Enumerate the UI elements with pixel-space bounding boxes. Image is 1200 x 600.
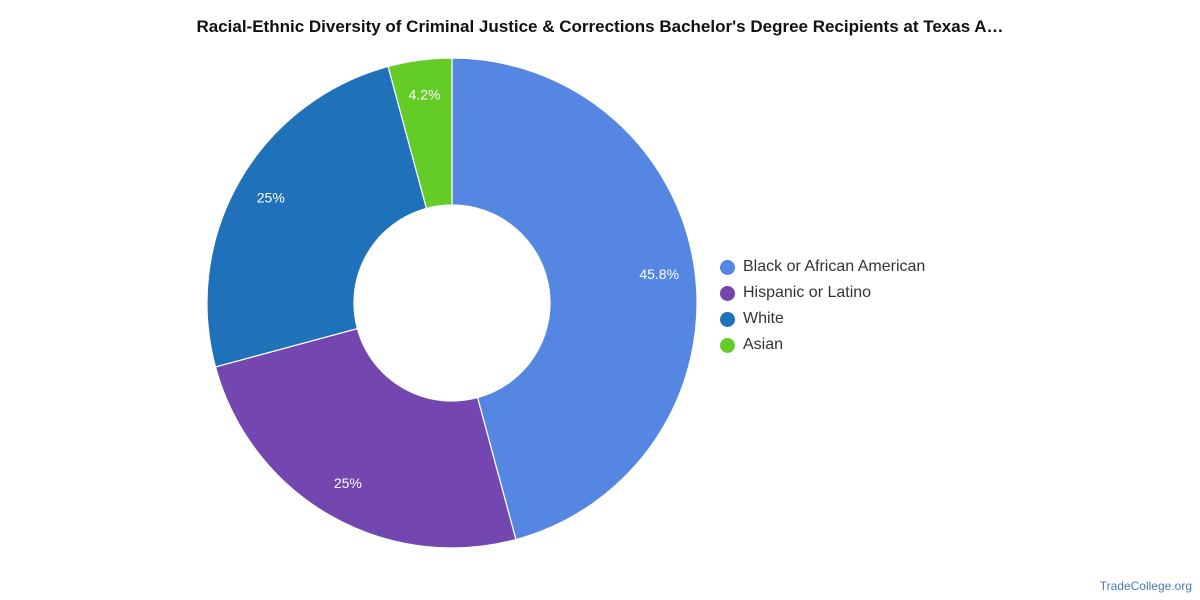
legend-label: Black or African American bbox=[743, 258, 926, 275]
legend: Black or African American Hispanic or La… bbox=[720, 254, 925, 358]
slice-value-label: 4.2% bbox=[409, 87, 441, 103]
slice-value-label: 25% bbox=[257, 190, 285, 206]
donut-slice-asian[interactable] bbox=[387, 57, 453, 210]
legend-swatch bbox=[720, 259, 735, 275]
legend-label: Asian bbox=[743, 336, 784, 353]
slice-value-label: 45.8% bbox=[639, 266, 679, 282]
legend-item-white[interactable]: White bbox=[720, 306, 925, 332]
slice-value-label: 25% bbox=[334, 475, 362, 491]
donut-slice-hispanic-or-latino[interactable] bbox=[214, 327, 517, 549]
legend-label: Hispanic or Latino bbox=[743, 284, 872, 301]
donut-slice-white[interactable] bbox=[206, 65, 428, 368]
chart-title: Racial-Ethnic Diversity of Criminal Just… bbox=[196, 17, 1004, 36]
donut-slice-black-or-african-american[interactable] bbox=[451, 57, 698, 541]
legend-label: White bbox=[743, 310, 784, 327]
legend-swatch bbox=[720, 285, 735, 301]
legend-swatch bbox=[720, 311, 735, 327]
watermark[interactable]: TradeCollege.org bbox=[1099, 579, 1192, 593]
legend-swatch bbox=[720, 337, 735, 353]
legend-item-black-or-african-american[interactable]: Black or African American bbox=[720, 254, 925, 280]
legend-item-asian[interactable]: Asian bbox=[720, 332, 925, 358]
legend-item-hispanic-or-latino[interactable]: Hispanic or Latino bbox=[720, 280, 925, 306]
